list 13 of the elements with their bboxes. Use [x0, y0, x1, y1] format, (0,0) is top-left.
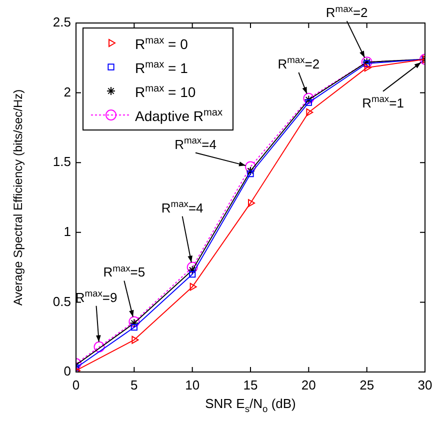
y-tick-label: 1.5 [52, 154, 71, 170]
x-tick-label: 10 [185, 377, 200, 392]
y-axis-title: Average Spectral Efficiency (bits/sec/Hz) [11, 89, 25, 306]
x-tick-label: 15 [243, 377, 258, 392]
x-tick-label: 30 [418, 377, 432, 392]
y-tick-label: 2.5 [52, 14, 71, 30]
x-tick-label: 25 [360, 377, 374, 392]
x-tick-label: 5 [130, 377, 138, 392]
y-tick-label: 2 [64, 84, 71, 100]
x-tick-label: 20 [301, 377, 316, 392]
y-tick-label: 1 [64, 224, 71, 239]
y-tick-label: 0.5 [52, 294, 71, 309]
y-tick-label: 0 [64, 364, 71, 379]
